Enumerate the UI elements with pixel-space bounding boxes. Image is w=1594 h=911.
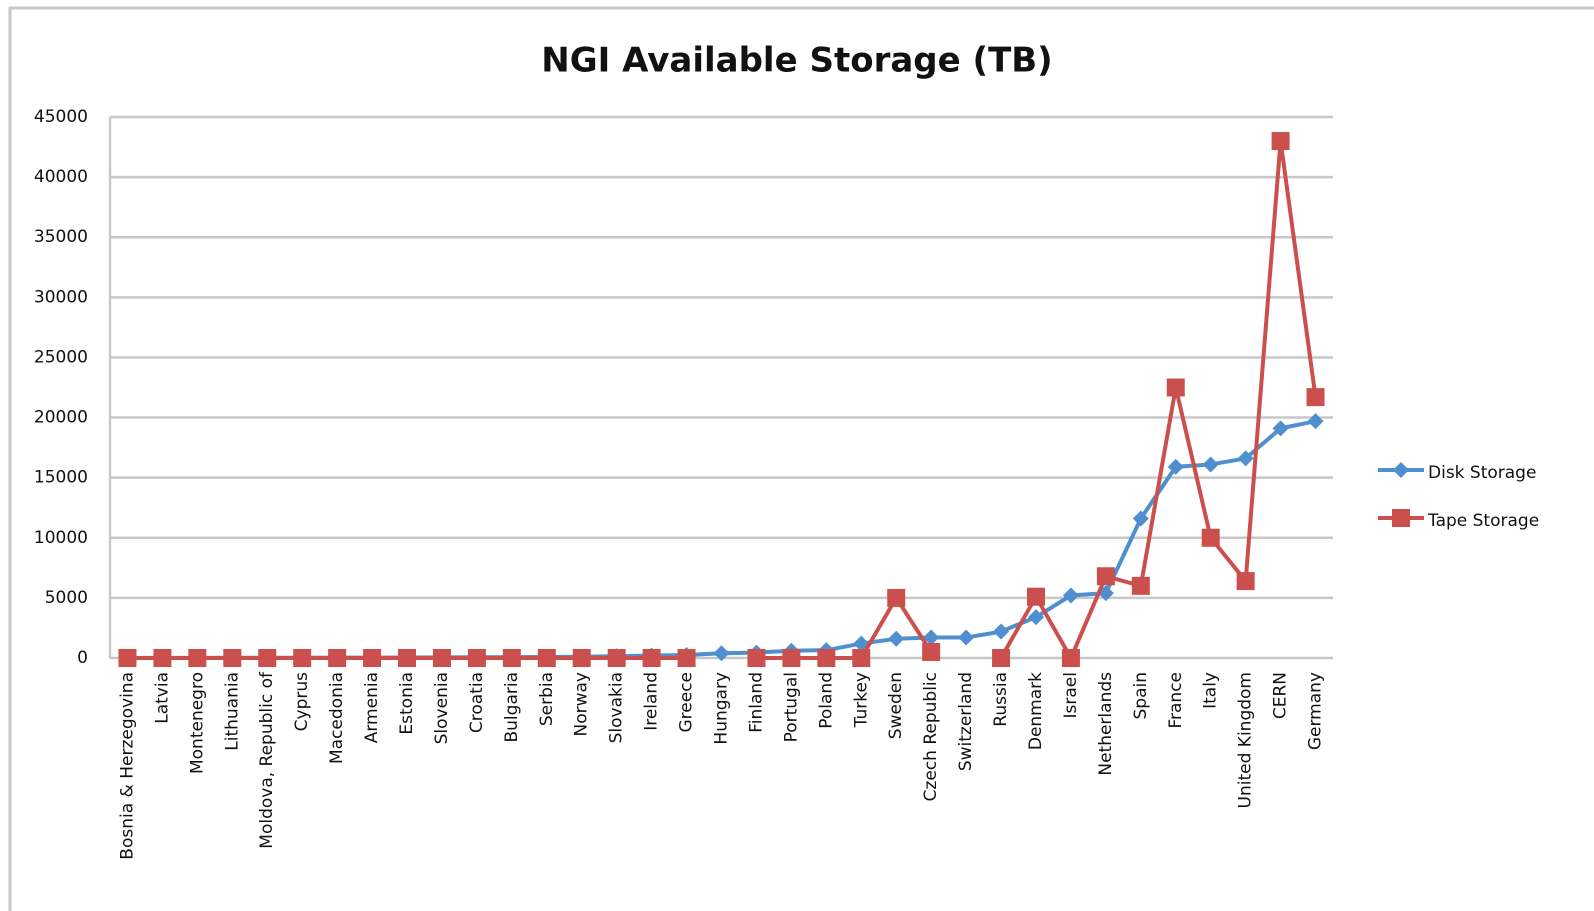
marker [922, 642, 941, 661]
x-tick-label: Greece [677, 672, 697, 733]
y-tick-label: 35000 [34, 227, 88, 247]
x-tick-label: Slovenia [432, 672, 452, 744]
x-tick-label: Czech Republic [921, 672, 941, 801]
marker [817, 649, 836, 667]
x-tick-label: Italy [1201, 672, 1221, 709]
marker [782, 649, 801, 667]
x-tick-label: Montenegro [187, 672, 207, 774]
marker [153, 649, 172, 667]
x-tick-label: Russia [991, 672, 1011, 727]
x-tick-label: Portugal [781, 672, 801, 742]
marker [1307, 413, 1324, 430]
x-tick-label: Germany [1306, 672, 1326, 750]
marker [258, 649, 277, 667]
marker [1392, 509, 1410, 527]
marker [188, 649, 207, 667]
marker [1166, 378, 1185, 397]
marker [1026, 587, 1045, 606]
y-tick-label: 40000 [34, 167, 88, 187]
chart-frame [8, 6, 1594, 911]
x-tick-label: Serbia [537, 672, 557, 726]
y-tick-label: 30000 [34, 287, 88, 307]
marker [888, 630, 905, 647]
marker [1167, 458, 1184, 475]
marker [747, 649, 766, 667]
marker [432, 649, 451, 667]
marker [1201, 528, 1220, 547]
x-tick-label: Macedonia [327, 672, 347, 764]
marker [852, 649, 871, 667]
y-tick-label: 10000 [34, 528, 88, 548]
marker [1061, 649, 1080, 667]
y-tick-label: 45000 [34, 107, 88, 127]
marker [398, 649, 417, 667]
y-tick-label: 25000 [34, 347, 88, 367]
x-tick-label: Israel [1061, 672, 1081, 718]
marker [713, 645, 730, 662]
x-tick-label: Lithuania [222, 672, 242, 751]
marker [1202, 456, 1219, 473]
y-tick-label: 5000 [45, 588, 88, 608]
x-tick-label: Sweden [886, 672, 906, 739]
x-tick-label: France [1166, 672, 1186, 729]
x-tick-label: Estonia [397, 672, 417, 735]
marker [1096, 567, 1115, 586]
marker [118, 649, 137, 667]
x-tick-label: Latvia [152, 672, 172, 724]
marker [328, 649, 347, 667]
marker [958, 629, 975, 646]
x-tick-label: Hungary [712, 672, 732, 745]
marker [1131, 576, 1150, 595]
marker [467, 649, 486, 667]
x-tick-label: Poland [816, 672, 836, 729]
x-tick-label: Switzerland [956, 672, 976, 771]
x-tick-label: Cyprus [292, 672, 312, 731]
x-tick-label: Moldova, Republic of [257, 671, 277, 849]
marker [572, 649, 591, 667]
legend-label: Disk Storage [1428, 463, 1536, 483]
x-tick-label: CERN [1271, 672, 1291, 719]
x-tick-label: United Kingdom [1236, 672, 1256, 808]
marker [1062, 587, 1079, 604]
marker [1132, 510, 1149, 527]
marker [993, 623, 1010, 640]
marker [642, 649, 661, 667]
x-tick-label: Croatia [467, 672, 487, 733]
x-tick-label: Turkey [851, 672, 871, 728]
marker [363, 649, 382, 667]
marker [1271, 132, 1290, 151]
chart-title: NGI Available Storage (TB) [541, 41, 1052, 81]
marker [992, 649, 1011, 667]
x-tick-label: Ireland [642, 672, 662, 731]
x-tick-label: Slovakia [607, 672, 627, 743]
marker [1393, 462, 1409, 478]
x-tick-label: Bosnia & Herzegovina [117, 672, 137, 860]
x-tick-label: Finland [746, 672, 766, 733]
marker [223, 649, 242, 667]
legend-label: Tape Storage [1427, 511, 1539, 531]
marker [537, 649, 556, 667]
marker [607, 649, 626, 667]
y-tick-label: 0 [77, 648, 88, 668]
x-tick-label: Spain [1131, 672, 1151, 720]
marker [887, 588, 906, 607]
marker [1236, 572, 1255, 591]
x-tick-label: Armenia [362, 672, 382, 743]
marker [1027, 609, 1044, 626]
x-tick-label: Norway [572, 672, 592, 737]
x-tick-label: Denmark [1026, 672, 1046, 750]
marker [1306, 388, 1325, 407]
marker [677, 649, 696, 667]
x-tick-label: Netherlands [1096, 672, 1116, 776]
marker [1272, 420, 1289, 437]
y-tick-label: 20000 [34, 408, 88, 428]
x-tick-label: Bulgaria [502, 672, 522, 743]
marker [293, 649, 312, 667]
marker [923, 629, 940, 646]
marker [1237, 450, 1254, 467]
marker [502, 649, 521, 667]
y-tick-label: 15000 [34, 468, 88, 488]
